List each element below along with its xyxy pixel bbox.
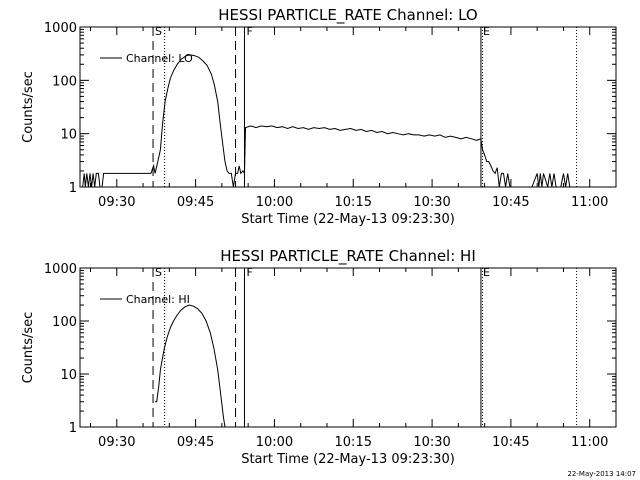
chart-title: HESSI PARTICLE_RATE Channel: HI — [220, 247, 476, 266]
x-axis-label: Start Time (22-May-13 09:23:30) — [241, 452, 455, 467]
panel-lo: HESSI PARTICLE_RATE Channel: LO 09:30 09:4… — [21, 6, 617, 227]
event-marker-label: S — [155, 25, 162, 38]
x-tick-label: 10:00 — [256, 435, 293, 450]
y-tick-label: 10 — [60, 128, 77, 143]
plot-frame — [79, 26, 617, 188]
event-marker-label: S — [155, 266, 162, 279]
event-marker-label: F — [246, 266, 252, 279]
x-tick-label: 10:30 — [413, 195, 450, 210]
y-axis-label: Counts/sec — [21, 71, 36, 143]
y-tick-label: 100 — [52, 74, 77, 89]
series-line — [155, 304, 226, 428]
y-tick-label: 1000 — [44, 21, 77, 36]
plot-frame — [79, 267, 617, 428]
x-tick-label: 10:45 — [492, 195, 529, 210]
panel-hi: HESSI PARTICLE_RATE Channel: HI 09:30 09:4… — [21, 247, 617, 467]
y-tick-label: 1 — [69, 181, 77, 196]
x-tick-label: 09:30 — [98, 195, 135, 210]
x-tick-label: 10:30 — [413, 435, 450, 450]
x-tick-label: 10:15 — [335, 195, 372, 210]
x-tick-label: 09:45 — [177, 435, 214, 450]
x-tick-label: 10:15 — [335, 435, 372, 450]
footer-timestamp: 22-May-2013 14:07 — [567, 470, 636, 478]
legend-label: Channel: LO — [126, 52, 193, 65]
y-tick-label: 100 — [52, 315, 77, 330]
x-tick-label: 11:00 — [571, 195, 608, 210]
y-tick-label: 1 — [69, 421, 77, 436]
x-tick-label: 10:00 — [256, 195, 293, 210]
event-marker-label: E — [483, 266, 490, 279]
legend-label: Channel: HI — [126, 293, 190, 306]
x-tick-label: 10:45 — [492, 435, 529, 450]
event-marker-label: F — [246, 25, 252, 38]
y-tick-label: 10 — [60, 368, 77, 383]
series-line — [82, 54, 571, 188]
event-marker-label: E — [483, 25, 490, 38]
x-tick-label: 09:30 — [98, 435, 135, 450]
x-axis-label: Start Time (22-May-13 09:23:30) — [241, 212, 455, 227]
x-tick-label: 11:00 — [571, 435, 608, 450]
chart-title: HESSI PARTICLE_RATE Channel: LO — [218, 6, 477, 25]
y-tick-label: 1000 — [44, 262, 77, 277]
y-axis-label: Counts/sec — [21, 312, 36, 384]
x-tick-label: 09:45 — [177, 195, 214, 210]
